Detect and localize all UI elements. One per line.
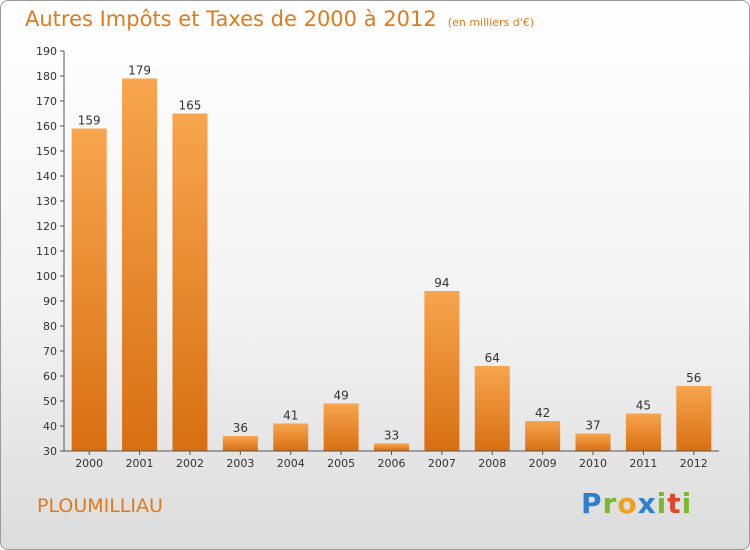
x-tick-label-2004: 2004 [277,457,305,470]
y-tick-label: 130 [36,195,57,208]
logo-letter: i [681,487,693,520]
bar-2007 [424,291,460,451]
x-tick-label-2001: 2001 [126,457,154,470]
x-tick-label-2007: 2007 [428,457,456,470]
location-name: PLOUMILLIAU [37,495,163,517]
x-tick-label-2002: 2002 [176,457,204,470]
bar-2008 [474,366,510,451]
x-tick-label-2011: 2011 [629,457,657,470]
y-tick-label: 120 [36,220,57,233]
y-tick-label: 70 [43,345,57,358]
bar-2010 [575,433,611,451]
y-tick-label: 40 [43,420,57,433]
x-tick-label-2010: 2010 [579,457,607,470]
y-tick-label: 100 [36,270,57,283]
y-tick-label: 190 [36,45,57,58]
y-tick-label: 30 [43,445,57,458]
bar-2000 [71,128,107,451]
data-label-2009: 42 [535,406,550,420]
x-tick-label-2000: 2000 [75,457,103,470]
y-tick-label: 140 [36,170,57,183]
bar-2011 [625,413,661,451]
logo-letter: x [637,487,657,520]
bar-2002 [172,113,208,451]
y-tick-label: 110 [36,245,57,258]
logo-letter: P [581,487,603,520]
logo-letter: t [667,487,682,520]
bar-2009 [525,421,561,451]
x-axis: 2000 2001 2002 2003 2004 2005 2006 2007 2008 2009… [64,450,719,470]
x-tick-label-2008: 2008 [478,457,506,470]
bar-2003 [222,436,258,451]
y-tick-label: 180 [36,70,57,83]
logo-letter: i [656,487,668,520]
data-label-2011: 45 [636,399,651,413]
y-tick-label: 60 [43,370,57,383]
y-tick-label: 160 [36,120,57,133]
data-label-2004: 41 [283,409,298,423]
bars-group: 159 179 165 36 41 49 33 94 64 42 37 45 56 [71,64,712,451]
data-label-2012: 56 [686,371,701,385]
y-tick-label: 170 [36,95,57,108]
data-label-2010: 37 [585,419,600,433]
proxiti-logo: Proxiti [581,487,692,520]
x-tick-label-2006: 2006 [378,457,406,470]
bar-2001 [122,78,158,451]
x-tick-label-2003: 2003 [226,457,254,470]
y-tick-label: 90 [43,295,57,308]
bar-2005 [323,403,359,451]
x-tick-label-2005: 2005 [327,457,355,470]
data-label-2006: 33 [384,429,399,443]
data-label-2003: 36 [233,421,248,435]
y-tick-label: 150 [36,145,57,158]
data-label-2005: 49 [333,389,348,403]
data-label-2008: 64 [485,351,500,365]
bar-2004 [273,423,309,451]
chart-title-block: Autres Impôts et Taxes de 2000 à 2012 (e… [25,7,534,31]
bar-2012 [676,386,712,451]
data-label-2001: 179 [128,64,151,78]
x-tick-label-2009: 2009 [529,457,557,470]
x-tick-label-2012: 2012 [680,457,708,470]
y-axis: 30 40 50 60 70 80 90 100 110 120 130 140 150 160 170 18… [36,45,65,458]
bar-2006 [374,443,409,451]
y-tick-label: 80 [43,320,57,333]
data-label-2002: 165 [179,99,202,113]
logo-letter: o [617,487,638,520]
data-label-2007: 94 [434,276,449,290]
chart-subtitle: (en milliers d'€) [447,16,535,29]
logo-letter: r [602,487,618,520]
chart-title: Autres Impôts et Taxes de 2000 à 2012 [25,7,437,31]
y-tick-label: 50 [43,395,57,408]
data-label-2000: 159 [78,114,101,128]
